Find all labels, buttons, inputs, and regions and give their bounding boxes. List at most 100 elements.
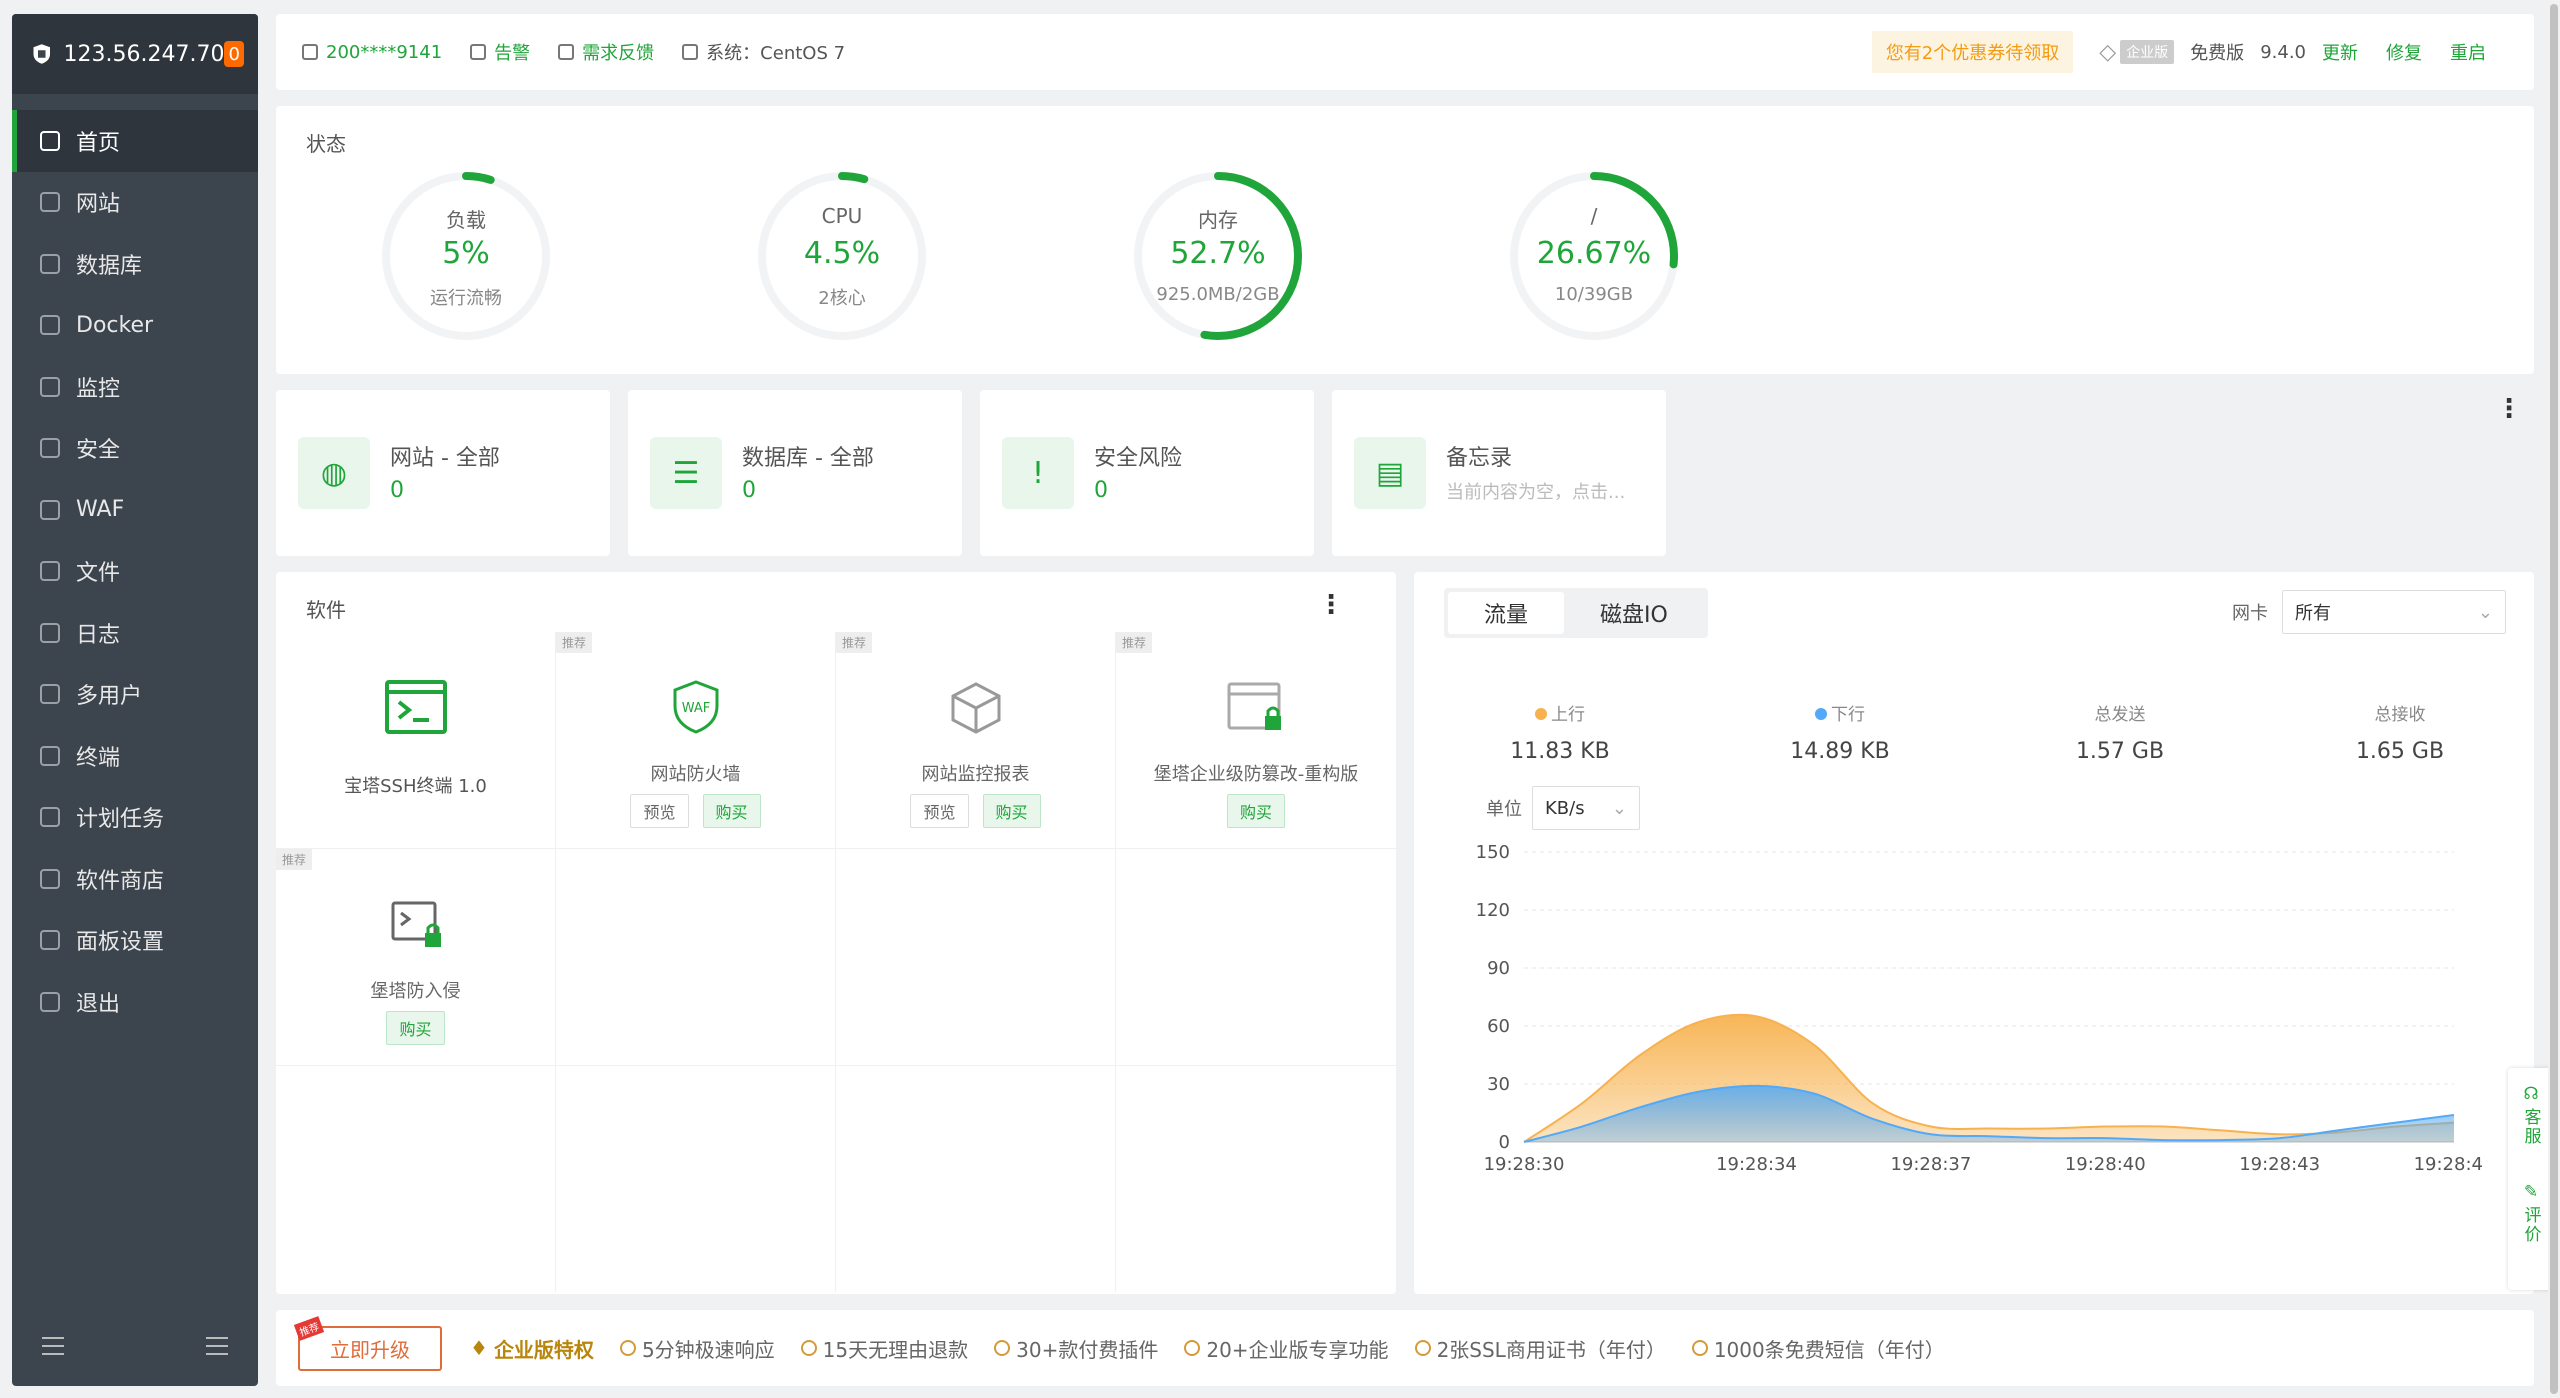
software-item[interactable]: 推荐 堡塔防入侵 购买 (276, 849, 556, 1066)
collapse-icon[interactable] (42, 1337, 64, 1355)
rate-button[interactable]: 评价 (2520, 1206, 2541, 1244)
upload-dot-icon (1535, 708, 1547, 720)
sidebar-footer (12, 1306, 258, 1386)
traffic-chart[interactable]: 0 30 60 90 120 150 19:28:30 19:28:34 19:28:37 19:… (1454, 832, 2484, 1192)
grid-icon (40, 868, 60, 889)
sidebar-item-home[interactable]: 首页 (12, 110, 258, 172)
feedback-link[interactable]: 需求反馈 (558, 39, 654, 65)
software-item[interactable]: 推荐 堡塔企业级防篡改-重构版 购买 (1116, 632, 1396, 849)
sidebar-item-database[interactable]: 数据库 (12, 233, 258, 295)
preview-button[interactable]: 预览 (910, 794, 969, 828)
customer-service-button[interactable]: 客服 (2520, 1108, 2541, 1146)
buy-button[interactable]: 购买 (702, 794, 761, 828)
sidebar-item-logs[interactable]: 日志 (12, 602, 258, 664)
upgrade-button[interactable]: 推荐 立即升级 (293, 1315, 442, 1371)
cube-icon (951, 682, 1000, 734)
memory-gauge[interactable]: 内存 52.7% 925.0MB/2GB (1128, 166, 1308, 346)
sidebar-item-label: 网站 (76, 192, 121, 218)
version-label: 9.4.0 (2260, 41, 2306, 63)
sidebar-item-logout[interactable]: 退出 (12, 971, 258, 1033)
x-tick-label: 19:28:30 (1484, 1154, 1565, 1175)
sidebar-item-store[interactable]: 软件商店 (12, 848, 258, 910)
software-name: 网站监控报表 (921, 764, 1030, 785)
sidebar-item-waf[interactable]: WAF (12, 479, 258, 541)
sidebar-item-label: 计划任务 (76, 807, 165, 833)
software-item[interactable]: 推荐 网站监控报表 预览 购买 (836, 632, 1116, 849)
sidebar-item-settings[interactable]: 面板设置 (12, 910, 258, 972)
stat-label: 下行 (1831, 705, 1865, 725)
tab-disk-io[interactable]: 磁盘IO (1600, 603, 1668, 628)
diamond-icon: ◇ (2099, 39, 2117, 65)
preview-button[interactable]: 预览 (630, 794, 689, 828)
stat-value: 1.65 GB (2355, 739, 2445, 764)
unit-value: KB/s (1545, 797, 1585, 819)
tab-traffic[interactable]: 流量 (1448, 592, 1565, 634)
restart-link[interactable]: 重启 (2450, 43, 2486, 64)
software-item[interactable]: 推荐 WAF 网站防火墙 预览 购买 (556, 632, 836, 849)
load-gauge[interactable]: 负载 5% 运行流畅 (376, 166, 556, 346)
sidebar-item-label: 首页 (76, 130, 121, 156)
overview-databases[interactable]: ☰ 数据库 - 全部 0 (628, 390, 962, 556)
disk-gauge[interactable]: / 26.67% 10/39GB (1504, 166, 1684, 346)
unit-select[interactable]: KB/s ⌄ (1532, 786, 1640, 830)
bell-icon (470, 44, 487, 60)
users-icon (40, 684, 60, 705)
system-info: 系统：CentOS 7 (682, 39, 845, 65)
gauge-sub: 925.0MB/2GB (1156, 284, 1280, 305)
software-name: 堡塔防入侵 (370, 981, 461, 1002)
update-link[interactable]: 更新 (2322, 43, 2358, 64)
software-actions: 预览 购买 (836, 794, 1115, 828)
sidebar-item-cron[interactable]: 计划任务 (12, 787, 258, 849)
alert-link[interactable]: 告警 (470, 39, 530, 65)
gauge-ring (382, 172, 550, 340)
chevron-down-icon: ⌄ (2477, 601, 2493, 623)
overview-security-risk[interactable]: ! 安全风险 0 (980, 390, 1314, 556)
overview-title: 安全风险 (1094, 446, 1183, 471)
user-icon (302, 44, 318, 60)
terminal-icon (40, 745, 60, 766)
software-item[interactable]: 宝塔SSH终端 1.0 (276, 632, 556, 849)
database-icon: ☰ (650, 437, 722, 509)
terminal-icon (384, 680, 447, 734)
enterprise-privilege[interactable]: ♦ 企业版特权 (470, 1334, 594, 1363)
coupon-banner[interactable]: 您有2个优惠券待领取 (1871, 31, 2074, 73)
feature-icon (800, 1340, 817, 1356)
software-name: 网站防火墙 (650, 764, 741, 785)
overview-more-icon[interactable]: ⋮ (2496, 394, 2522, 424)
repair-link[interactable]: 修复 (2386, 43, 2422, 64)
overview-memo[interactable]: ▤ 备忘录 当前内容为空，点击... (1332, 390, 1666, 556)
user-account[interactable]: 200****9141 (302, 42, 442, 63)
buy-button[interactable]: 购买 (386, 1011, 445, 1045)
monitor-icon (40, 376, 60, 397)
message-badge[interactable]: 0 (224, 41, 244, 67)
y-tick-label: 120 (1476, 900, 1510, 921)
page-scrollbar[interactable] (2548, 0, 2560, 1398)
sidebar-item-terminal[interactable]: 终端 (12, 725, 258, 787)
sidebar-item-label: 退出 (76, 991, 121, 1017)
sidebar-item-security[interactable]: 安全 (12, 418, 258, 480)
enterprise-tag[interactable]: 企业版 (2120, 40, 2175, 64)
sidebar-item-users[interactable]: 多用户 (12, 664, 258, 726)
nic-select[interactable]: 所有 ⌄ (2282, 590, 2506, 634)
gauge-value: 4.5% (803, 236, 881, 271)
buy-button[interactable]: 购买 (1226, 794, 1285, 828)
gauge-label: 内存 (1198, 208, 1238, 232)
feature-item: 5分钟极速响应 (619, 1334, 775, 1363)
overview-value: 0 (390, 478, 404, 503)
topbar-right: 您有2个优惠券待领取 ◇ 企业版 免费版 9.4.0 更新 修复 重启 (1871, 31, 2514, 73)
x-tick-label: 19:28:46 (2414, 1154, 2484, 1175)
sidebar-item-website[interactable]: 网站 (12, 172, 258, 234)
sidebar-item-files[interactable]: 文件 (12, 541, 258, 603)
software-more-icon[interactable]: ⋮ (1318, 590, 1344, 620)
unit-label: 单位 (1486, 799, 1522, 820)
scrollbar-thumb[interactable] (2550, 4, 2558, 1394)
series-line (1523, 1013, 2455, 1143)
menu-list-icon[interactable] (206, 1337, 228, 1355)
sidebar-item-docker[interactable]: Docker (12, 295, 258, 357)
overview-websites[interactable]: ◍ 网站 - 全部 0 (276, 390, 610, 556)
sidebar-item-label: 监控 (76, 376, 121, 402)
cpu-gauge[interactable]: CPU 4.5% 2核心 (752, 166, 932, 346)
buy-button[interactable]: 购买 (982, 794, 1041, 828)
sidebar-item-monitor[interactable]: 监控 (12, 356, 258, 418)
sidebar-item-label: WAF (76, 497, 125, 523)
